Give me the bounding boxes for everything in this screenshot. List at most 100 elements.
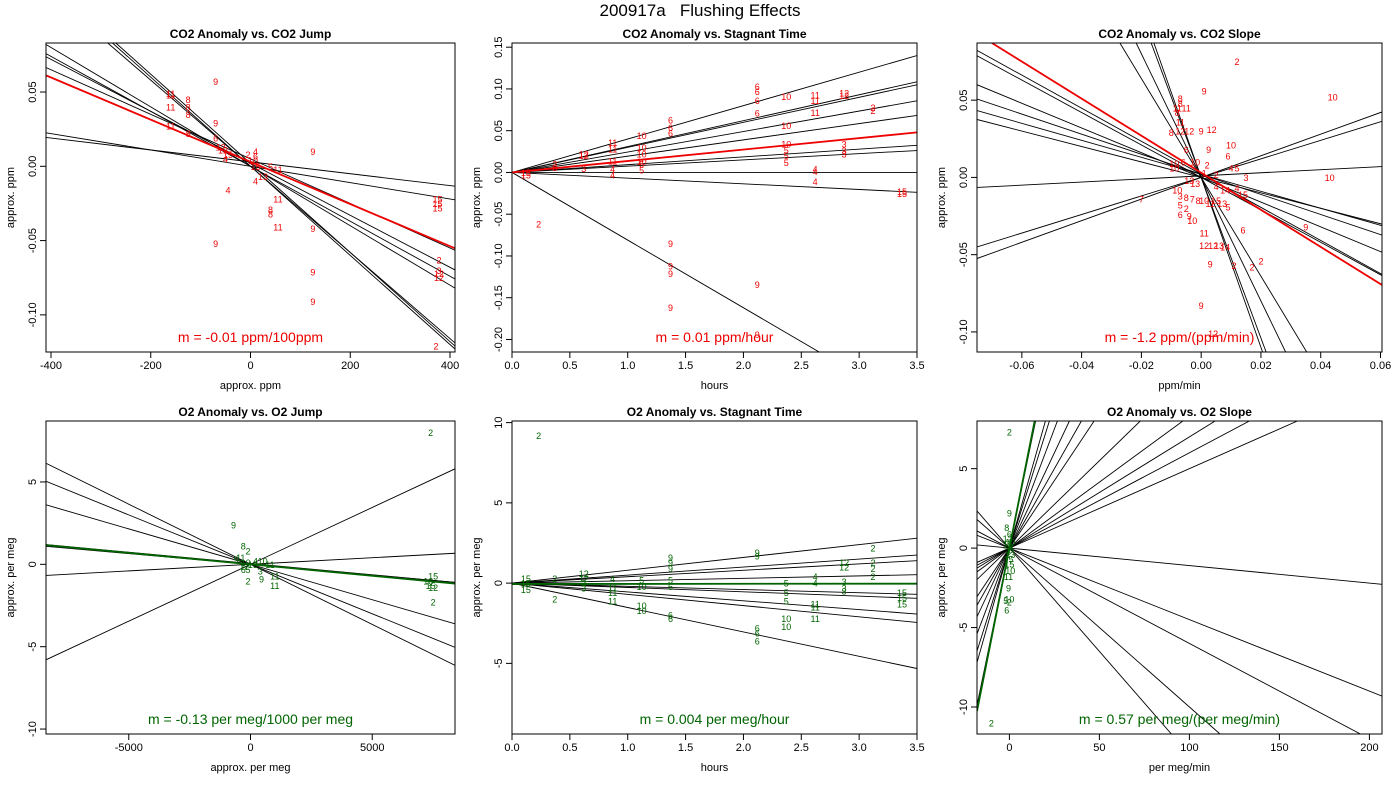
fit-line — [977, 55, 1382, 276]
data-point: 15 — [521, 579, 531, 589]
x-axis: 0 50 100 150 200 — [1006, 734, 1379, 754]
data-point: 12 — [1208, 241, 1218, 251]
data-point: 2 — [871, 558, 876, 568]
data-point: 16 — [423, 576, 433, 586]
data-point: 11 — [1205, 199, 1214, 209]
overall-fit-line — [46, 544, 455, 585]
fit-lines — [46, 43, 455, 350]
fit-line — [512, 560, 917, 584]
chart-title: O2 Anomaly vs. O2 Jump — [178, 405, 322, 419]
x-tick-label: -0.02 — [1129, 360, 1154, 372]
x-tick-label: -0.06 — [1009, 360, 1034, 372]
data-point: 14 — [1220, 242, 1230, 252]
data-point: 3 — [258, 566, 263, 576]
y-tick-label: 0.00 — [27, 156, 39, 177]
slope-annotation: m = 0.004 per meg/hour — [640, 711, 790, 727]
data-point: 4 — [1235, 184, 1240, 194]
data-point: 15 — [897, 593, 907, 603]
data-point: 9 — [755, 548, 760, 558]
y-axis-label: approx. ppm — [936, 167, 948, 228]
data-point: 15 — [433, 199, 443, 209]
x-tick-label: 0.00 — [1190, 360, 1211, 372]
fit-line — [112, 43, 455, 350]
data-point: 6 — [755, 96, 760, 106]
y-tick-label: 0.05 — [958, 89, 970, 110]
y-tick-label: 0.10 — [493, 78, 505, 99]
x-tick-label: 0 — [1006, 742, 1012, 754]
x-tick-label: 3.5 — [909, 360, 924, 372]
fit-line — [512, 582, 917, 623]
y-tick-label: -5 — [958, 623, 970, 633]
data-point: 2 — [871, 543, 876, 553]
y-tick-label: 0.15 — [493, 36, 505, 57]
panel-co2-anomaly-vs-stagnant-time: CO2 Anomaly vs. Stagnant Time15152231212… — [471, 27, 925, 392]
y-tick-label: 0 — [27, 561, 39, 567]
data-point: 15 — [1211, 196, 1221, 206]
data-points: 1515223121231111114410101010556669999666… — [521, 82, 907, 340]
data-point: 9 — [668, 553, 673, 563]
x-axis: -0.06 -0.04 -0.02 0.00 0.02 0.04 0.06 — [1009, 352, 1391, 372]
data-point: 3 — [437, 266, 442, 276]
data-point: 8 — [1196, 196, 1201, 206]
data-point: 11 — [166, 90, 175, 100]
data-point: 15 — [433, 203, 443, 213]
figure-title: 200917a Flushing Effects — [599, 1, 801, 20]
fit-line — [1153, 43, 1264, 352]
data-point: 9 — [1187, 212, 1192, 222]
data-point: 9 — [1206, 145, 1211, 155]
data-point: 13 — [248, 560, 258, 570]
data-point: 15 — [521, 168, 531, 178]
y-tick-label: 5 — [27, 479, 39, 485]
fit-lines — [512, 55, 917, 352]
data-point: 2 — [1235, 57, 1240, 67]
slope-annotation: m = 0.57 per meg/(per meg/min) — [1079, 711, 1280, 727]
fit-line — [977, 111, 1382, 259]
data-point: 12 — [839, 563, 849, 573]
fit-line — [1119, 43, 1308, 352]
data-point: 12 — [218, 145, 228, 155]
x-axis-label: per meg/min — [1149, 762, 1210, 774]
data-point: 11 — [608, 145, 617, 155]
data-point: 2 — [1007, 598, 1012, 608]
x-tick-label: 0.02 — [1250, 360, 1271, 372]
data-point: 6 — [755, 628, 760, 638]
data-point: 3 — [1178, 191, 1183, 201]
data-point: 4 — [226, 186, 231, 196]
data-point: 10 — [1226, 140, 1236, 150]
data-point: 9 — [1006, 583, 1011, 593]
fit-line — [512, 582, 917, 615]
data-point: 12 — [839, 91, 849, 101]
slope-annotation: m = -0.13 per meg/1000 per meg — [148, 711, 353, 727]
y-tick-label: -10 — [958, 699, 970, 715]
data-point: 8 — [1178, 94, 1183, 104]
data-point: 2 — [434, 342, 439, 352]
data-point: 5 — [233, 555, 238, 565]
data-point: 9 — [310, 267, 315, 277]
data-point: 3 — [581, 583, 586, 593]
data-point: 2 — [871, 103, 876, 113]
data-point: 9 — [310, 297, 315, 307]
data-point: 4 — [610, 165, 615, 175]
x-axis: 0.0 0.5 1.0 1.5 2.0 2.5 3.0 3.5 — [504, 352, 925, 372]
x-tick-label: 50 — [1093, 742, 1105, 754]
data-point: 11 — [270, 581, 279, 591]
data-point: 9 — [1303, 222, 1308, 232]
x-tick-label: 150 — [1270, 742, 1288, 754]
data-point: 10 — [1190, 157, 1200, 167]
data-point: 12 — [428, 583, 438, 593]
data-point: 6 — [668, 129, 673, 139]
chart-title: CO2 Anomaly vs. Stagnant Time — [622, 27, 806, 41]
data-point: 10 — [637, 606, 647, 616]
overall-fit-line — [991, 43, 1382, 286]
data-point: 5 — [1007, 542, 1012, 552]
data-point: 3 — [842, 140, 847, 150]
data-point: 2 — [552, 595, 557, 605]
data-point: 12 — [239, 561, 249, 571]
x-tick-label: 100 — [1180, 742, 1198, 754]
fit-line — [977, 421, 1058, 635]
data-point: 13 — [1214, 241, 1224, 251]
y-tick-label: 10 — [493, 416, 505, 428]
